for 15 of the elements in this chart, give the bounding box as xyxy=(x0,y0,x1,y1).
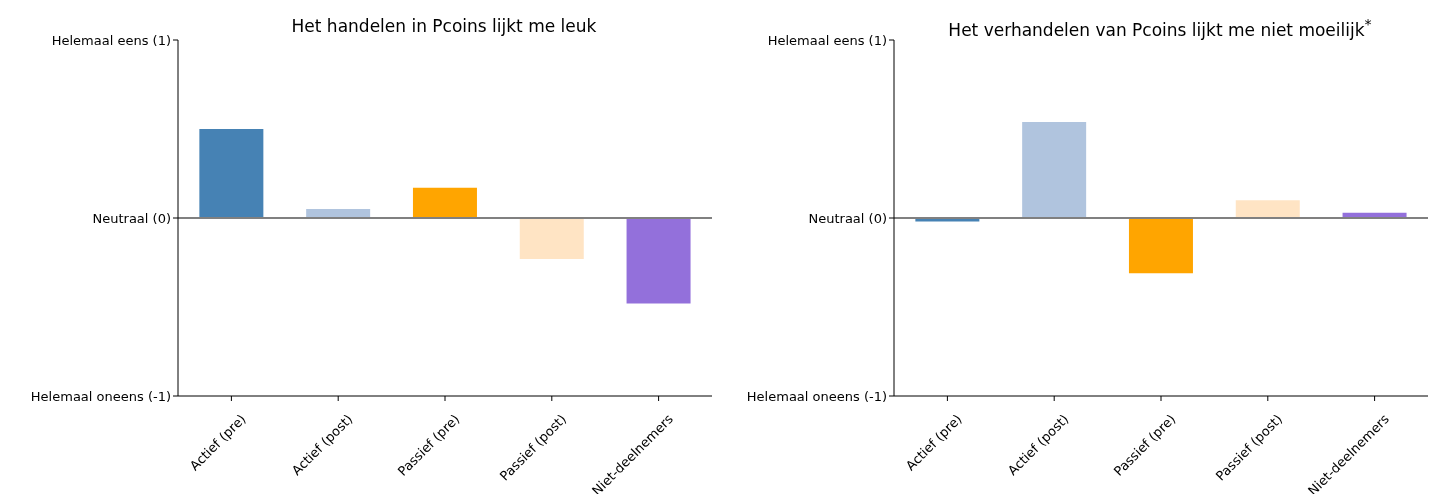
y-tick-label: Helemaal eens (1) xyxy=(767,32,887,48)
y-tick-label: Neutraal (0) xyxy=(808,210,887,226)
bar xyxy=(412,187,477,218)
bar xyxy=(1022,121,1087,218)
y-tick-label: Neutraal (0) xyxy=(92,210,171,226)
chart-title: Het handelen in Pcoins lijkt me leuk xyxy=(290,16,598,36)
y-tick-label: Helemaal eens (1) xyxy=(51,32,171,48)
bar xyxy=(199,129,264,218)
y-tick-label: Helemaal oneens (-1) xyxy=(30,388,171,404)
bar xyxy=(519,218,584,259)
y-tick-label: Helemaal oneens (-1) xyxy=(746,388,887,404)
chart-title: Het verhandelen van Pcoins lijkt me niet moeilijk$^{*}$ xyxy=(947,16,1373,40)
bar xyxy=(1235,200,1300,218)
bar xyxy=(1128,218,1193,274)
bar xyxy=(626,218,691,304)
